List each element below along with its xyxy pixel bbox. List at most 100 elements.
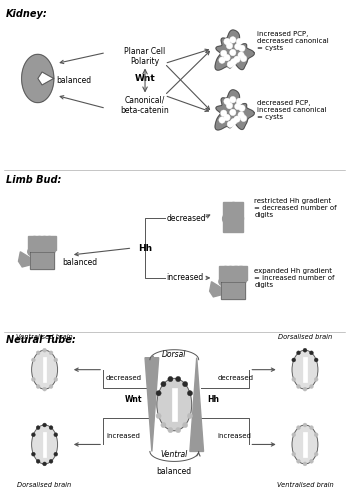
Circle shape bbox=[303, 462, 307, 466]
Circle shape bbox=[292, 433, 296, 436]
Circle shape bbox=[240, 56, 247, 62]
Circle shape bbox=[234, 56, 240, 62]
Circle shape bbox=[156, 414, 161, 418]
Circle shape bbox=[238, 112, 244, 118]
Circle shape bbox=[303, 423, 307, 427]
Circle shape bbox=[49, 426, 53, 430]
Circle shape bbox=[48, 246, 56, 254]
Circle shape bbox=[49, 460, 53, 463]
Text: Limb Bud:: Limb Bud: bbox=[6, 175, 61, 185]
Circle shape bbox=[31, 433, 35, 436]
Circle shape bbox=[36, 384, 40, 388]
Text: balanced: balanced bbox=[157, 467, 192, 476]
Polygon shape bbox=[215, 30, 254, 70]
Circle shape bbox=[239, 105, 245, 112]
Circle shape bbox=[43, 423, 46, 427]
Text: Ventralised brain: Ventralised brain bbox=[277, 482, 333, 488]
Polygon shape bbox=[215, 90, 254, 130]
Text: Hh: Hh bbox=[207, 395, 220, 404]
Circle shape bbox=[239, 276, 247, 283]
Polygon shape bbox=[224, 266, 231, 284]
Circle shape bbox=[227, 121, 233, 128]
Polygon shape bbox=[219, 266, 226, 281]
Polygon shape bbox=[28, 236, 35, 252]
Circle shape bbox=[297, 426, 300, 430]
Polygon shape bbox=[145, 358, 159, 452]
Circle shape bbox=[223, 213, 234, 224]
Circle shape bbox=[303, 387, 307, 391]
Circle shape bbox=[161, 422, 166, 428]
Circle shape bbox=[314, 433, 318, 436]
Circle shape bbox=[36, 460, 40, 463]
Circle shape bbox=[236, 38, 243, 45]
Circle shape bbox=[231, 58, 237, 65]
Circle shape bbox=[314, 378, 318, 382]
Text: Neural Tube:: Neural Tube: bbox=[6, 335, 75, 345]
Ellipse shape bbox=[292, 350, 318, 389]
Circle shape bbox=[43, 250, 50, 258]
Circle shape bbox=[226, 102, 233, 109]
Text: Wnt: Wnt bbox=[125, 395, 142, 404]
Circle shape bbox=[224, 54, 230, 61]
Circle shape bbox=[187, 414, 192, 418]
Circle shape bbox=[54, 378, 58, 382]
Circle shape bbox=[230, 109, 236, 116]
Circle shape bbox=[33, 251, 40, 258]
Polygon shape bbox=[210, 282, 221, 297]
Circle shape bbox=[224, 281, 231, 288]
Polygon shape bbox=[221, 282, 245, 299]
Text: balanced: balanced bbox=[62, 258, 97, 268]
Polygon shape bbox=[223, 202, 234, 219]
Circle shape bbox=[36, 426, 40, 430]
Circle shape bbox=[219, 57, 225, 64]
Circle shape bbox=[310, 351, 313, 355]
Circle shape bbox=[31, 358, 35, 362]
Circle shape bbox=[297, 384, 300, 388]
Polygon shape bbox=[43, 236, 50, 254]
Circle shape bbox=[297, 351, 300, 355]
Circle shape bbox=[227, 61, 233, 68]
Circle shape bbox=[314, 452, 318, 456]
Circle shape bbox=[31, 452, 35, 456]
Text: increased PCP,
decreased canonical
= cysts: increased PCP, decreased canonical = cys… bbox=[257, 30, 329, 50]
Circle shape bbox=[36, 351, 40, 355]
Circle shape bbox=[231, 118, 237, 125]
Circle shape bbox=[224, 38, 230, 45]
Circle shape bbox=[161, 382, 166, 386]
Circle shape bbox=[168, 376, 173, 382]
Circle shape bbox=[229, 282, 236, 290]
Polygon shape bbox=[22, 54, 54, 102]
Bar bbox=[303, 357, 307, 382]
Polygon shape bbox=[239, 266, 247, 280]
Text: increased: increased bbox=[217, 434, 251, 440]
Text: decreased: decreased bbox=[106, 374, 142, 380]
Circle shape bbox=[224, 98, 230, 104]
Circle shape bbox=[54, 358, 58, 362]
Ellipse shape bbox=[157, 378, 192, 430]
Text: increased: increased bbox=[106, 434, 140, 440]
Circle shape bbox=[314, 358, 318, 362]
Circle shape bbox=[28, 248, 35, 256]
Circle shape bbox=[176, 376, 181, 382]
Circle shape bbox=[54, 452, 58, 456]
Circle shape bbox=[230, 36, 236, 43]
Ellipse shape bbox=[32, 350, 57, 389]
Text: Kidney:: Kidney: bbox=[6, 8, 47, 18]
Ellipse shape bbox=[32, 425, 57, 464]
Circle shape bbox=[224, 114, 230, 120]
Circle shape bbox=[240, 115, 247, 121]
Bar bbox=[172, 388, 177, 422]
Circle shape bbox=[238, 52, 244, 59]
Bar bbox=[43, 357, 46, 382]
Circle shape bbox=[236, 98, 243, 104]
Circle shape bbox=[226, 42, 233, 49]
Ellipse shape bbox=[292, 425, 318, 464]
Circle shape bbox=[310, 384, 313, 388]
Circle shape bbox=[43, 462, 46, 466]
Circle shape bbox=[310, 460, 313, 463]
Circle shape bbox=[182, 422, 188, 428]
Text: increased: increased bbox=[166, 274, 204, 282]
Circle shape bbox=[234, 280, 242, 287]
Text: restricted Hh gradient
= decreased number of
digits: restricted Hh gradient = decreased numbe… bbox=[254, 198, 337, 218]
Text: Ventralised brain: Ventralised brain bbox=[16, 334, 73, 340]
